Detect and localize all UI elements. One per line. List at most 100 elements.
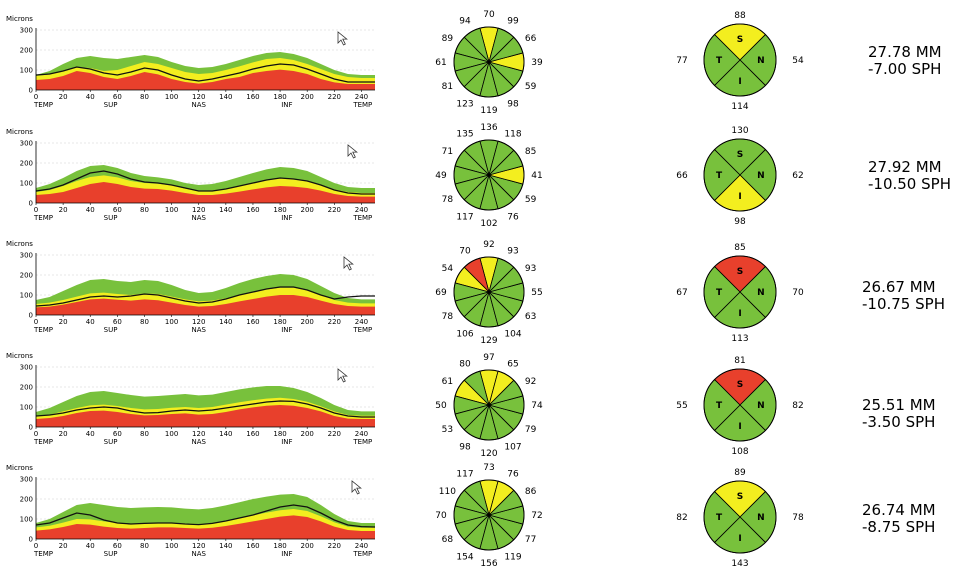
x-tick-label: 200: [301, 542, 314, 550]
abnormal-band-area: [36, 515, 375, 539]
quadrant-outline: [703, 480, 777, 554]
measured-thickness-line: [35, 63, 375, 83]
x-tick-label: 80: [140, 430, 149, 438]
clock-hour-value: 68: [442, 535, 454, 545]
x-tick-label: 80: [140, 93, 149, 101]
quadrant-chart-5: S N I T 89 143 82 78: [676, 468, 804, 569]
quadrant-value-inferior: 98: [734, 217, 746, 227]
refraction: -7.00 SPH: [868, 60, 941, 78]
quadrant-letter: S: [737, 492, 743, 502]
abnormal-band-area: [36, 295, 375, 315]
y-tick-label: 200: [20, 496, 33, 504]
x-tick-label: 120: [192, 93, 205, 101]
region-label: SUP: [104, 326, 118, 334]
x-tick-label: 80: [140, 318, 149, 326]
x-tick-label: 240: [355, 93, 368, 101]
region-label: INF: [281, 326, 292, 334]
quadrant-letter: S: [737, 150, 743, 160]
clock-hour-value: 39: [531, 58, 543, 68]
x-tick-label: 160: [246, 542, 259, 550]
clock-hour-value: 119: [504, 553, 521, 563]
clock-hour-value: 78: [442, 195, 454, 205]
quadrant-value-inferior: 114: [731, 102, 748, 112]
x-tick-label: 40: [86, 206, 95, 214]
clock-hour-value: 110: [439, 487, 456, 497]
x-tick-label: 60: [113, 542, 122, 550]
clock-hour-value: 93: [507, 246, 518, 256]
thickness-chart-3: Microns 0 100 200 300 0 20 40 60 80 100 120 140 160 18…: [6, 240, 375, 334]
y-tick-label: 100: [20, 180, 33, 188]
y-axis-label: Microns: [6, 240, 33, 248]
x-tick-label: 180: [273, 93, 286, 101]
x-tick-label: 100: [165, 206, 178, 214]
quadrant-value-nasal: 70: [792, 288, 804, 298]
clock-outline: [453, 256, 525, 328]
y-tick-label: 0: [29, 424, 33, 432]
x-tick-label: 20: [59, 318, 68, 326]
x-tick-label: 60: [113, 206, 122, 214]
y-tick-label: 0: [29, 87, 33, 95]
region-label: TEMP: [352, 101, 372, 109]
cursor-arrow-icon: [337, 31, 348, 46]
quadrant-letter: T: [716, 513, 723, 523]
clock-hour-value: 70: [435, 511, 447, 521]
y-tick-label: 300: [20, 364, 33, 372]
clock-hour-value: 61: [435, 58, 446, 68]
quadrant-letter: T: [716, 56, 723, 66]
quadrant-chart-3: S N I T 85 113 67 70: [676, 243, 804, 344]
x-tick-label: 220: [328, 93, 341, 101]
region-label: TEMP: [33, 214, 53, 222]
x-tick-label: 180: [273, 430, 286, 438]
x-tick-label: 0: [34, 206, 38, 214]
region-label: TEMP: [33, 550, 53, 558]
clock-hour-value: 72: [531, 511, 542, 521]
x-tick-label: 0: [34, 542, 38, 550]
x-tick-label: 40: [86, 93, 95, 101]
x-tick-label: 240: [355, 542, 368, 550]
clock-hour-value: 99: [507, 16, 519, 26]
measurement-block-2: 27.92 MM-10.50 SPH: [868, 158, 951, 193]
quadrant-value-inferior: 113: [731, 334, 748, 344]
y-tick-label: 200: [20, 272, 33, 280]
quadrant-letter: N: [757, 171, 765, 181]
x-tick-label: 220: [328, 430, 341, 438]
y-tick-label: 0: [29, 536, 33, 544]
x-tick-label: 120: [192, 430, 205, 438]
x-tick-label: 0: [34, 318, 38, 326]
clock-hour-value: 120: [480, 449, 497, 459]
quadrant-letter: I: [738, 534, 741, 544]
x-tick-label: 0: [34, 93, 38, 101]
quadrant-letter: T: [716, 171, 723, 181]
quadrant-outline: [703, 368, 777, 442]
measured-thickness-line: [35, 170, 375, 195]
clock-hour-value: 49: [435, 171, 447, 181]
quadrant-value-temporal: 77: [676, 56, 687, 66]
quadrant-chart-1: S N I T 88 114 77 54: [676, 11, 804, 112]
y-tick-label: 200: [20, 47, 33, 55]
x-tick-label: 20: [59, 206, 68, 214]
x-tick-label: 220: [328, 318, 341, 326]
region-label: NAS: [191, 550, 206, 558]
clock-hour-value: 156: [480, 559, 497, 569]
y-tick-label: 100: [20, 292, 33, 300]
region-label: TEMP: [33, 101, 53, 109]
quadrant-chart-2: S N I T 130 98 66 62: [676, 126, 803, 227]
region-label: TEMP: [352, 438, 372, 446]
y-tick-label: 200: [20, 160, 33, 168]
quadrant-outline: [703, 23, 777, 97]
x-tick-label: 40: [86, 318, 95, 326]
clock-hour-value: 80: [459, 359, 471, 369]
clock-hour-value: 117: [456, 213, 473, 223]
clock-hour-value: 81: [442, 82, 453, 92]
quadrant-value-temporal: 82: [676, 513, 687, 523]
clock-hour-value: 104: [504, 330, 521, 340]
x-tick-label: 140: [219, 206, 232, 214]
abnormal-band-area: [36, 405, 375, 427]
clock-hour-value: 98: [507, 100, 519, 110]
x-tick-label: 140: [219, 542, 232, 550]
quadrant-value-nasal: 54: [792, 56, 804, 66]
x-tick-label: 20: [59, 430, 68, 438]
y-tick-label: 300: [20, 476, 33, 484]
x-tick-label: 40: [86, 542, 95, 550]
